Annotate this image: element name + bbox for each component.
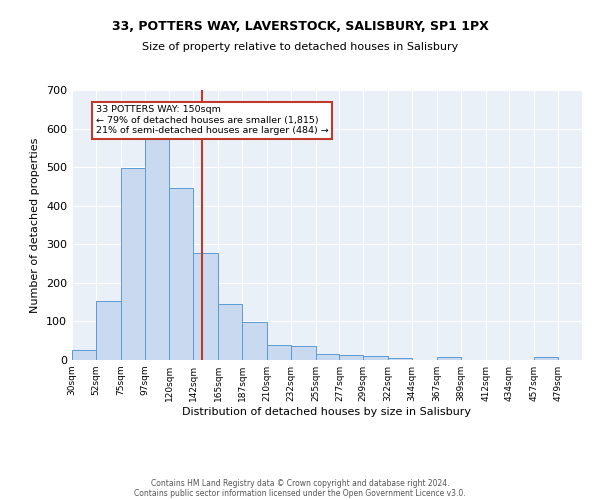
Bar: [535, 358, 558, 360]
Bar: [291, 346, 316, 360]
Bar: [340, 355, 363, 360]
Bar: [121, 168, 145, 360]
Bar: [218, 304, 242, 360]
Text: 33 POTTERS WAY: 150sqm
← 79% of detached houses are smaller (1,815)
21% of semi-: 33 POTTERS WAY: 150sqm ← 79% of detached…: [96, 106, 329, 135]
Bar: [388, 358, 412, 360]
Text: Contains HM Land Registry data © Crown copyright and database right 2024.: Contains HM Land Registry data © Crown c…: [151, 478, 449, 488]
Bar: [437, 357, 461, 360]
X-axis label: Distribution of detached houses by size in Salisbury: Distribution of detached houses by size …: [182, 407, 472, 417]
Y-axis label: Number of detached properties: Number of detached properties: [31, 138, 40, 312]
Text: 33, POTTERS WAY, LAVERSTOCK, SALISBURY, SP1 1PX: 33, POTTERS WAY, LAVERSTOCK, SALISBURY, …: [112, 20, 488, 33]
Bar: [193, 253, 218, 360]
Text: Size of property relative to detached houses in Salisbury: Size of property relative to detached ho…: [142, 42, 458, 52]
Bar: [316, 354, 340, 360]
Text: Contains public sector information licensed under the Open Government Licence v3: Contains public sector information licen…: [134, 488, 466, 498]
Bar: [363, 356, 388, 360]
Bar: [242, 322, 267, 360]
Bar: [145, 139, 169, 360]
Bar: [267, 346, 291, 360]
Bar: [72, 350, 96, 360]
Bar: [96, 301, 121, 360]
Bar: [169, 188, 193, 360]
